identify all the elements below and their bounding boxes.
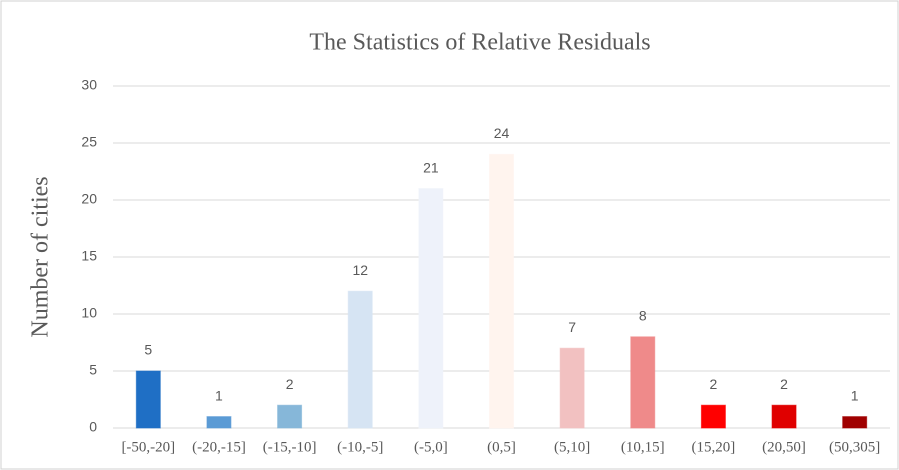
x-tick-label: (50,305]: [829, 439, 880, 455]
bar: [135, 370, 161, 429]
x-tick-label: (15,20]: [692, 439, 736, 455]
data-label: 2: [780, 376, 788, 392]
data-label: 21: [423, 159, 439, 175]
y-tick-label: 0: [89, 419, 97, 435]
data-label: 5: [144, 342, 152, 358]
y-axis-label: Number of cities: [28, 176, 54, 337]
y-tick-label: 25: [81, 134, 97, 150]
data-label: 1: [215, 387, 223, 403]
data-label: 8: [639, 308, 647, 324]
bar: [418, 188, 444, 429]
data-label: 1: [851, 387, 859, 403]
data-label: 12: [352, 262, 368, 278]
bar: [347, 290, 373, 429]
x-tick-label: [-50,-20]: [121, 439, 175, 455]
y-tick-label: 30: [81, 77, 97, 93]
data-label: 2: [286, 376, 294, 392]
x-tick-label: (-20,-15]: [192, 439, 246, 455]
y-tick-label: 15: [81, 248, 97, 264]
data-label: 2: [710, 376, 718, 392]
bar: [771, 404, 797, 429]
bar: [559, 347, 585, 429]
y-tick-label: 20: [81, 191, 97, 207]
x-tick-label: (5,10]: [554, 439, 590, 455]
bar: [700, 404, 726, 429]
bar: [277, 404, 303, 429]
bar: [842, 416, 868, 429]
y-tick-label: 5: [89, 362, 97, 378]
y-tick-label: 10: [81, 305, 97, 321]
bar: [206, 416, 232, 429]
bar: [489, 153, 514, 429]
chart-title: The Statistics of Relative Residuals: [309, 30, 650, 56]
bar: [630, 336, 656, 429]
x-tick-label: (-15,-10]: [263, 439, 317, 455]
x-tick-label: (10,15]: [621, 439, 665, 455]
data-label: 24: [494, 125, 510, 141]
x-tick-label: (20,50]: [762, 439, 806, 455]
x-tick-label: (-5,0]: [414, 439, 448, 455]
data-label: 7: [568, 319, 576, 335]
x-tick-label: (0,5]: [487, 439, 516, 455]
x-tick-label: (-10,-5]: [337, 439, 383, 455]
